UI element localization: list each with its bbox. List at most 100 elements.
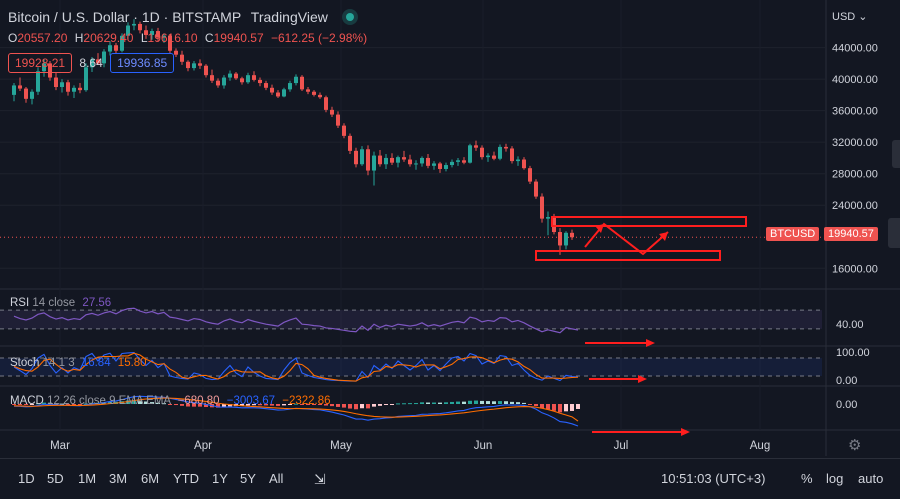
rsi-band (0, 310, 822, 329)
percent-scale-button[interactable]: % (801, 471, 813, 486)
tf-1m[interactable]: 1M (78, 471, 97, 486)
candle-body-4 (36, 71, 40, 92)
macd-hist-bar-38 (240, 404, 244, 407)
settings-gear-icon[interactable]: ⚙ (848, 437, 862, 454)
side-panel-handle-2[interactable] (892, 140, 900, 168)
macd-hist-bar-7 (54, 403, 58, 405)
candle-body-37 (234, 73, 238, 79)
low-value: 19616.10 (147, 31, 198, 45)
macd-hist-bar-56 (348, 404, 352, 409)
ohlc-readout: O20557.20 H20629.40 L19616.10 C19940.57 … (8, 31, 368, 45)
candle-body-24 (156, 31, 160, 38)
candle-body-12 (84, 67, 88, 91)
rsi-pane (0, 307, 822, 334)
tf-5d[interactable]: 5D (47, 471, 64, 486)
candle-body-81 (498, 146, 502, 159)
macd-hist-bar-65 (402, 403, 406, 405)
macd-hist-bar-10 (72, 404, 76, 405)
tf-3m[interactable]: 3M (109, 471, 128, 486)
macd-hist-bar-20 (132, 400, 136, 404)
macd-hist-bar-79 (486, 401, 490, 404)
currency-menu[interactable]: USD ⌄ (832, 11, 868, 23)
candle-body-73 (450, 161, 454, 166)
macd-hist-bar-62 (384, 404, 388, 405)
macd-legend: MACD 12 26 close 9 EMA EMA −680.80 −3003… (10, 395, 331, 407)
candle-body-42 (264, 83, 268, 88)
chart-header: Bitcoin / U.S. Dollar · 1D · BITSTAMP Tr… (8, 9, 354, 25)
candle-body-41 (258, 79, 262, 84)
candle-body-11 (78, 87, 82, 91)
candle-body-46 (288, 83, 292, 90)
macd-hist-bar-29 (186, 404, 190, 407)
sell-button[interactable]: 19928.21 (8, 53, 73, 73)
stoch-band (0, 358, 822, 376)
side-panel-handle[interactable] (888, 218, 900, 248)
macd-hist-bar-31 (198, 404, 202, 407)
candle-body-68 (420, 157, 424, 164)
candle-body-55 (342, 125, 346, 136)
candle-body-75 (462, 160, 466, 163)
bottom-toolbar: 1D 5D 1M 3M 6M YTD 1Y 5Y All ⇲ 10:51:03 … (0, 458, 900, 499)
trade-buttons: 19928.21 8.64 19936.85 (8, 53, 175, 73)
rsi-legend: RSI 14 close 27.56 (10, 297, 112, 309)
candle-body-26 (168, 35, 172, 51)
macd-hist-bar-12 (84, 403, 88, 405)
symbol-tag: BTCUSD (766, 227, 820, 241)
rsi-line (13, 307, 579, 334)
macd-hist-bar-32 (204, 404, 208, 408)
tf-1y[interactable]: 1Y (212, 471, 228, 486)
signal-value: −2322.86 (282, 395, 331, 407)
macd-hist-bar-49 (306, 404, 310, 405)
auto-scale-button[interactable]: auto (858, 471, 884, 486)
candle-body-63 (390, 157, 394, 163)
candle-body-83 (510, 148, 514, 162)
candle-body-65 (402, 157, 406, 160)
tf-5y[interactable]: 5Y (240, 471, 256, 486)
candle-body-51 (318, 94, 322, 98)
macd-hist-bar-50 (312, 404, 316, 405)
macd-hist-bar-8 (60, 403, 64, 405)
resistance-box (551, 216, 747, 227)
log-scale-button[interactable]: log (826, 471, 844, 486)
candle-body-9 (66, 82, 70, 92)
candle-body-19 (126, 25, 130, 36)
tf-all[interactable]: All (269, 471, 284, 486)
candle-body-78 (480, 147, 484, 158)
stoch-axis-bottom: 0.00 (836, 375, 857, 387)
interval[interactable]: 1D (141, 9, 160, 25)
indicator-arrowhead-0 (646, 339, 655, 347)
clock[interactable]: 10:51:03 (UTC+3) (661, 471, 766, 486)
tf-6m[interactable]: 6M (141, 471, 160, 486)
tf-1d[interactable]: 1D (18, 471, 35, 486)
drawn-annotations[interactable] (535, 216, 747, 436)
macd-hist-bar-46 (288, 404, 292, 405)
macd-hist-bar-89 (546, 404, 550, 410)
symbol-title[interactable]: Bitcoin / U.S. Dollar (8, 9, 130, 25)
buy-button[interactable]: 19936.85 (110, 53, 175, 73)
macd-hist-bar-59 (366, 404, 370, 409)
macd-hist-bar-87 (534, 404, 538, 406)
candle-body-35 (222, 77, 226, 86)
macd-hist-bar-72 (444, 402, 448, 404)
tf-ytd[interactable]: YTD (173, 471, 199, 486)
macd-hist-bar-1 (18, 404, 22, 405)
price-tick-label-1: 40000.00 (832, 74, 878, 86)
macd-hist-bar-9 (66, 404, 70, 405)
macd-hist-bar-34 (216, 404, 220, 408)
macd-hist-bar-40 (252, 404, 256, 406)
candle-body-90 (552, 217, 556, 233)
macd-hist-bar-83 (510, 401, 514, 404)
macd-hist-bar-44 (276, 404, 280, 406)
candle-body-85 (522, 159, 526, 169)
macd-hist-bar-22 (144, 401, 148, 404)
candle-body-2 (24, 88, 28, 99)
stoch-d-value: 15.80 (117, 357, 147, 369)
stoch-axis-top: 100.00 (836, 347, 870, 359)
candle-body-18 (120, 35, 124, 51)
macd-hist-bar-76 (468, 400, 472, 404)
zigzag-arrowhead-0 (595, 224, 604, 233)
candle-body-60 (372, 155, 376, 171)
price-tick-label-5: 24000.00 (832, 200, 878, 212)
date-range-icon[interactable]: ⇲ (314, 471, 326, 487)
